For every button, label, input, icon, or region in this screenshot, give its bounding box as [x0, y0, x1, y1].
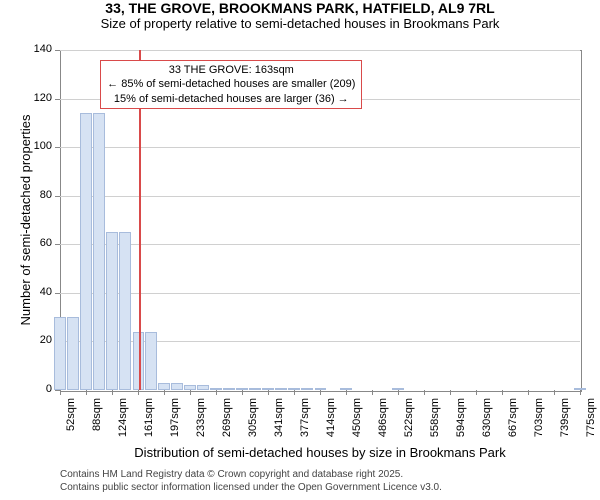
x-tick	[190, 390, 191, 395]
x-tick-label: 124sqm	[117, 398, 129, 448]
x-tick	[60, 390, 61, 395]
histogram-bar	[106, 232, 118, 390]
x-tick-label: 522sqm	[403, 398, 415, 448]
x-tick	[242, 390, 243, 395]
x-tick	[138, 390, 139, 395]
chart-title: 33, THE GROVE, BROOKMANS PARK, HATFIELD,…	[0, 0, 600, 16]
x-tick-label: 414sqm	[325, 398, 337, 448]
y-tick-label: 20	[0, 334, 52, 346]
histogram-bar	[67, 317, 79, 390]
y-tick	[55, 99, 60, 100]
histogram-bar	[119, 232, 131, 390]
footer-line-1: Contains HM Land Registry data © Crown c…	[60, 468, 442, 481]
x-tick-label: 233sqm	[195, 398, 207, 448]
x-tick	[112, 390, 113, 395]
x-tick-label: 197sqm	[169, 398, 181, 448]
x-tick	[164, 390, 165, 395]
x-tick	[346, 390, 347, 395]
x-tick	[216, 390, 217, 395]
histogram-bar	[145, 332, 157, 390]
x-tick-label: 269sqm	[221, 398, 233, 448]
footer-attribution: Contains HM Land Registry data © Crown c…	[60, 468, 442, 494]
annotation-line1: 33 THE GROVE: 163sqm	[107, 63, 355, 77]
histogram-bar	[301, 388, 313, 390]
x-tick	[424, 390, 425, 395]
x-tick	[502, 390, 503, 395]
x-tick	[554, 390, 555, 395]
y-tick	[55, 147, 60, 148]
x-tick	[372, 390, 373, 395]
x-tick	[398, 390, 399, 395]
footer-line-2: Contains public sector information licen…	[60, 481, 442, 494]
x-axis-label: Distribution of semi-detached houses by …	[60, 445, 580, 460]
histogram-bar	[80, 113, 92, 390]
y-tick	[55, 196, 60, 197]
y-tick-label: 120	[0, 92, 52, 104]
x-tick-label: 558sqm	[429, 398, 441, 448]
x-tick-label: 450sqm	[351, 398, 363, 448]
histogram-bar	[171, 383, 183, 390]
y-tick-label: 40	[0, 286, 52, 298]
x-tick-label: 305sqm	[247, 398, 259, 448]
x-tick-label: 667sqm	[507, 398, 519, 448]
x-tick	[86, 390, 87, 395]
x-tick	[476, 390, 477, 395]
y-tick-label: 100	[0, 140, 52, 152]
x-tick	[528, 390, 529, 395]
x-tick	[294, 390, 295, 395]
x-tick-label: 486sqm	[377, 398, 389, 448]
y-tick-label: 0	[0, 383, 52, 395]
x-tick-label: 52sqm	[65, 398, 77, 448]
x-tick-label: 88sqm	[91, 398, 103, 448]
histogram-bar	[197, 385, 209, 390]
histogram-bar	[158, 383, 170, 390]
x-tick-label: 630sqm	[481, 398, 493, 448]
y-tick-label: 140	[0, 43, 52, 55]
histogram-bar	[275, 388, 287, 390]
x-tick-label: 703sqm	[533, 398, 545, 448]
histogram-bar	[93, 113, 105, 390]
x-tick	[268, 390, 269, 395]
chart-container: 33, THE GROVE, BROOKMANS PARK, HATFIELD,…	[0, 0, 600, 500]
y-tick	[55, 50, 60, 51]
histogram-bar	[54, 317, 66, 390]
x-tick	[450, 390, 451, 395]
y-tick-label: 80	[0, 189, 52, 201]
y-tick	[55, 293, 60, 294]
annotation-box: 33 THE GROVE: 163sqm← 85% of semi-detach…	[100, 60, 362, 109]
histogram-bar	[223, 388, 235, 390]
x-tick-label: 377sqm	[299, 398, 311, 448]
x-tick	[320, 390, 321, 395]
x-tick-label: 341sqm	[273, 398, 285, 448]
y-tick-label: 60	[0, 237, 52, 249]
x-tick-label: 775sqm	[585, 398, 597, 448]
x-tick-label: 739sqm	[559, 398, 571, 448]
annotation-line2: ← 85% of semi-detached houses are smalle…	[107, 77, 355, 91]
annotation-line3: 15% of semi-detached houses are larger (…	[107, 92, 355, 106]
x-tick-label: 161sqm	[143, 398, 155, 448]
histogram-bar	[249, 388, 261, 390]
x-tick	[580, 390, 581, 395]
x-tick-label: 594sqm	[455, 398, 467, 448]
y-tick	[55, 244, 60, 245]
chart-subtitle: Size of property relative to semi-detach…	[0, 16, 600, 31]
